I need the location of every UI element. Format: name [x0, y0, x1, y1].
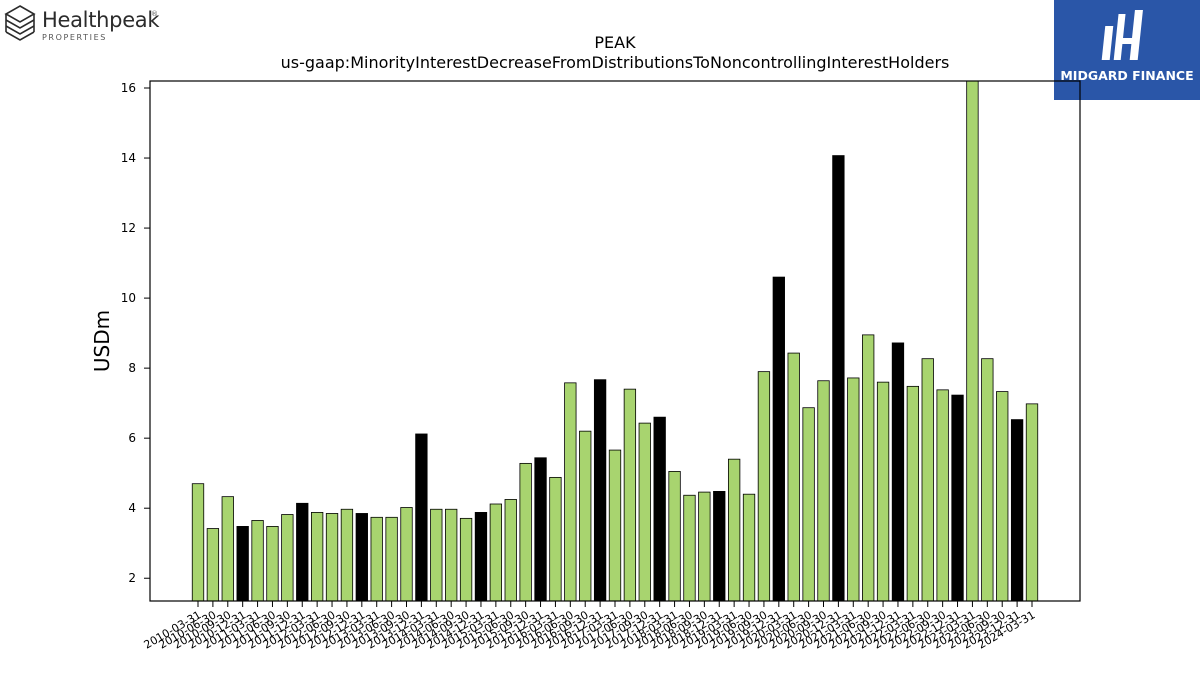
bar-2011-06-30: [266, 526, 279, 602]
bar-2021-09-30: [876, 381, 890, 602]
bar-2016-03-31: [549, 476, 562, 602]
healthpeak-sub-text: PROPERTIES: [42, 33, 107, 42]
healthpeak-logo: Healthpeak ® PROPERTIES: [4, 4, 164, 48]
bar-2010-09-30: [221, 496, 234, 602]
bar-2018-03-31: [668, 471, 681, 602]
bar-2019-03-31: [727, 458, 741, 602]
bar-2019-09-30: [757, 371, 771, 602]
bar-2013-06-30: [385, 516, 398, 602]
bar-2022-09-30: [936, 389, 949, 602]
bar-2022-12-31: [951, 394, 964, 602]
bar-2020-12-31: [832, 155, 845, 602]
bar-2012-09-30: [340, 508, 354, 602]
y-tick-label: 12: [121, 221, 136, 235]
bar-2020-09-30: [817, 380, 830, 602]
bar-2021-06-30: [862, 334, 875, 602]
bar-2019-12-31: [772, 276, 785, 602]
bar-2014-03-31: [430, 508, 443, 602]
y-tick-label: 6: [128, 431, 136, 445]
bar-2021-12-31: [891, 342, 905, 602]
bar-2014-06-30: [445, 508, 458, 602]
midgard-finance-logo: MIDGARD FINANCE: [1054, 0, 1200, 100]
bar-2012-03-31: [310, 512, 324, 602]
bar-2023-09-30: [996, 391, 1009, 602]
bar-2017-12-31: [653, 416, 666, 602]
y-tick-label: 14: [121, 151, 136, 165]
bar-2020-03-31: [787, 352, 800, 602]
bar-2018-09-30: [698, 491, 711, 602]
bars-group: [191, 80, 1039, 602]
bar-2015-06-30: [504, 499, 517, 602]
y-axis-label: USDm: [90, 310, 114, 372]
bar-2021-03-31: [847, 377, 860, 602]
bar-2016-12-31: [593, 379, 607, 602]
midgard-monogram-icon: [1101, 10, 1143, 60]
bar-2013-09-30: [400, 507, 413, 602]
chart-title: PEAK: [594, 33, 636, 52]
bar-2023-03-31: [966, 80, 979, 602]
bar-2022-03-31: [906, 385, 920, 602]
bar-2011-12-31: [296, 502, 309, 602]
bar-2012-06-30: [325, 513, 339, 602]
bar-2018-12-31: [713, 490, 726, 602]
bar-2023-12-31: [1010, 419, 1024, 602]
bar-2017-03-31: [608, 449, 622, 602]
bar-2015-09-30: [519, 462, 532, 602]
healthpeak-registered-mark: ®: [151, 10, 158, 18]
y-tick-label: 4: [128, 501, 136, 515]
healthpeak-brand-text: Healthpeak: [42, 8, 160, 32]
bar-2024-03-31: [1025, 403, 1039, 602]
bar-2017-09-30: [638, 422, 651, 602]
bar-2016-06-30: [564, 382, 577, 602]
x-axis: 2010-03-312010-06-302010-09-302010-12-31…: [142, 601, 1038, 652]
bar-2016-09-30: [579, 430, 592, 602]
y-tick-label: 16: [121, 81, 136, 95]
bar-2020-06-30: [802, 407, 815, 602]
bar-2011-03-31: [251, 520, 264, 602]
bar-2014-09-30: [459, 517, 473, 602]
y-tick-label: 2: [128, 571, 136, 585]
bar-2014-12-31: [474, 512, 488, 602]
healthpeak-logo-icon: [4, 5, 36, 41]
bar-2013-12-31: [415, 433, 428, 602]
bar-2019-06-30: [742, 493, 756, 602]
y-tick-label: 10: [121, 291, 136, 305]
bar-2013-03-31: [370, 516, 383, 602]
bar-2017-06-30: [623, 388, 637, 602]
bar-2018-06-30: [683, 494, 696, 602]
bar-2022-06-30: [921, 358, 934, 602]
y-axis: 2 4 6 8 10 12 14 16: [121, 81, 150, 585]
bar-2010-06-30: [206, 528, 220, 602]
bar-2010-12-31: [236, 526, 249, 602]
midgard-brand-text: MIDGARD FINANCE: [1060, 68, 1194, 83]
bar-2015-03-31: [489, 503, 503, 602]
bar-2011-09-30: [281, 514, 294, 602]
bar-2012-12-31: [355, 513, 368, 602]
bar-2010-03-31: [191, 483, 205, 602]
bar-2023-06-30: [981, 358, 994, 602]
chart-subtitle: us-gaap:MinorityInterestDecreaseFromDist…: [280, 53, 950, 72]
bar-2015-12-31: [534, 457, 547, 602]
y-tick-label: 8: [128, 361, 136, 375]
